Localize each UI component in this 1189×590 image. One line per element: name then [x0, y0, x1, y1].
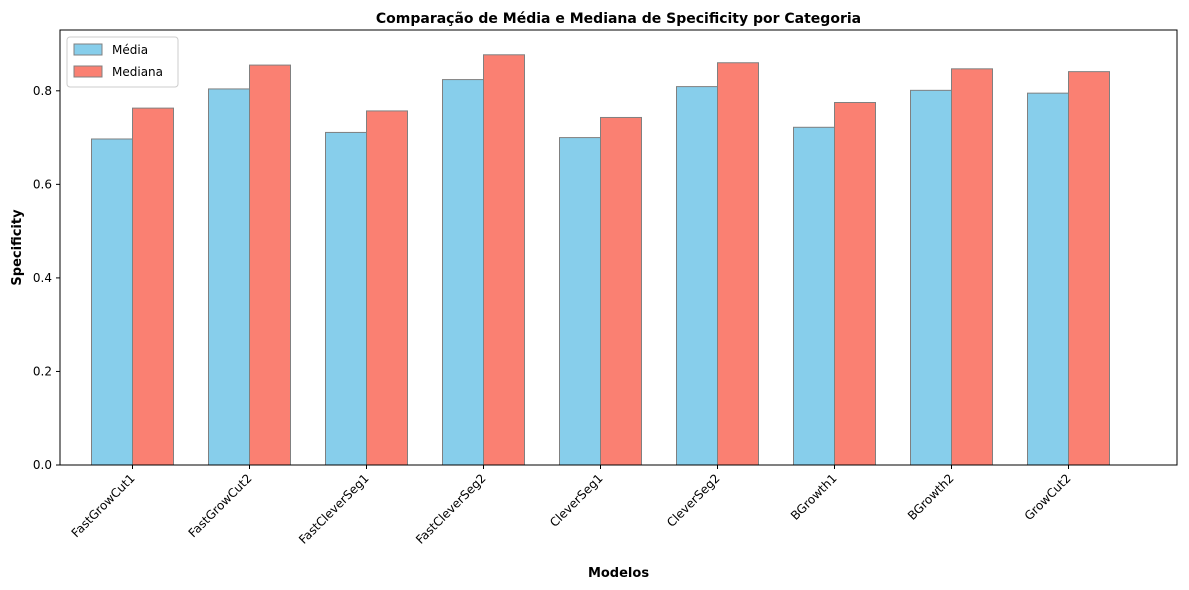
x-tick-label: GrowCut2 [1022, 471, 1074, 523]
x-axis-label: Modelos [588, 566, 649, 581]
bar-media-CleverSeg1 [559, 137, 601, 466]
legend: Média Mediana [66, 36, 179, 88]
bar-mediana-FastCleverSeg2 [483, 54, 525, 466]
bar-media-FastGrowCut1 [91, 138, 133, 466]
bar-media-BGrowth2 [910, 89, 952, 466]
x-tick-label: FastCleverSeg1 [296, 471, 372, 547]
bar-media-BGrowth1 [793, 126, 835, 466]
chart-title: Comparação de Média e Mediana de Specifi… [376, 11, 861, 27]
bar-media-FastCleverSeg2 [442, 79, 484, 466]
y-axis-ticks: 0.0 0.2 0.4 0.6 0.8 [33, 84, 60, 472]
bar-media-FastCleverSeg1 [325, 131, 367, 466]
bar-mediana-BGrowth1 [834, 102, 876, 466]
x-tick-label: CleverSeg2 [664, 471, 723, 530]
bar-mediana-CleverSeg2 [717, 62, 759, 466]
legend-label-media: Média [112, 43, 148, 57]
y-tick-label: 0.2 [33, 364, 52, 378]
bar-mediana-BGrowth2 [951, 68, 993, 466]
y-tick-label: 0.8 [33, 84, 52, 98]
bars-group [91, 54, 1110, 466]
y-tick-label: 0.6 [33, 177, 52, 191]
x-tick-label: BGrowth2 [905, 471, 957, 523]
legend-swatch-mediana [73, 65, 103, 78]
bar-mediana-FastCleverSeg1 [366, 110, 408, 466]
x-tick-label: FastGrowCut2 [186, 471, 255, 540]
x-tick-label: CleverSeg1 [547, 471, 606, 530]
bar-media-FastGrowCut2 [208, 88, 250, 466]
plot-area-frame [59, 29, 1178, 466]
bar-mediana-CleverSeg1 [600, 116, 642, 466]
bar-media-CleverSeg2 [676, 86, 718, 466]
legend-swatch-media [73, 43, 103, 56]
x-tick-label: BGrowth1 [788, 471, 840, 523]
y-tick-label: 0.0 [33, 458, 52, 472]
x-tick-label: FastCleverSeg2 [413, 471, 489, 547]
bar-mediana-GrowCut2 [1068, 71, 1110, 466]
x-axis-ticks: FastGrowCut1 FastGrowCut2 FastCleverSeg1 Fa… [69, 465, 1074, 547]
y-tick-label: 0.4 [33, 271, 52, 285]
x-tick-label: FastGrowCut1 [69, 471, 138, 540]
bar-mediana-FastGrowCut1 [132, 107, 174, 466]
y-axis-label: Specificity [10, 209, 25, 286]
bar-media-GrowCut2 [1027, 92, 1069, 466]
legend-label-mediana: Mediana [112, 65, 163, 79]
bar-mediana-FastGrowCut2 [249, 64, 291, 466]
